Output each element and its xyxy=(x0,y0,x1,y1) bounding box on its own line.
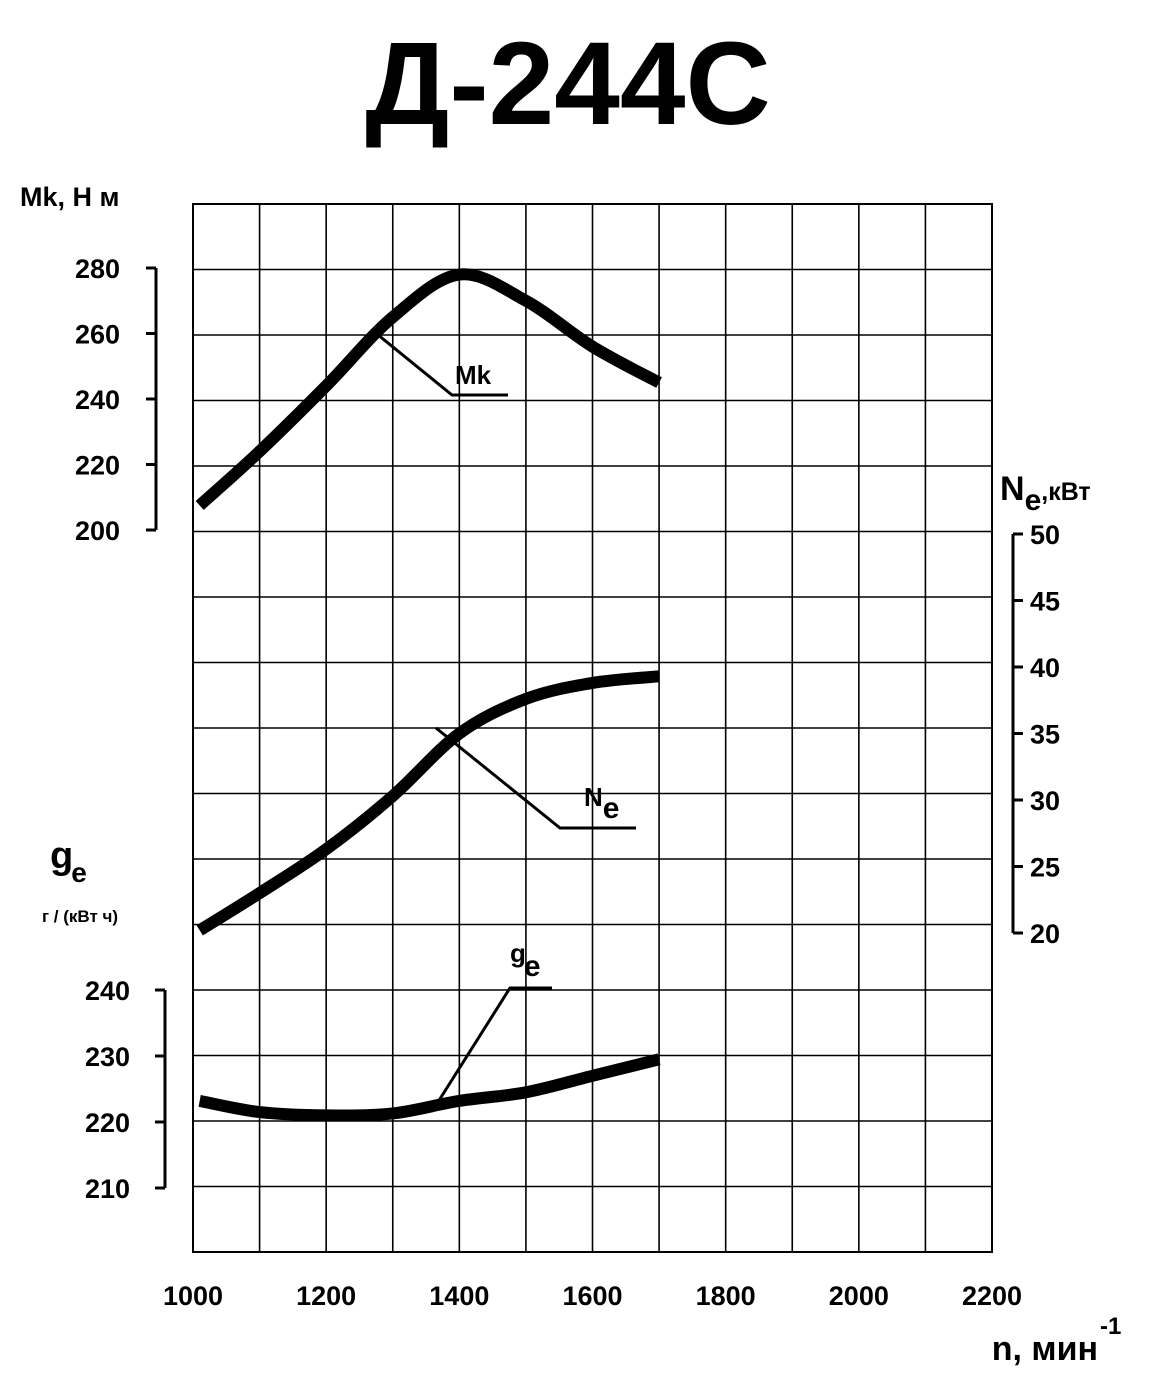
ge-axis: 210 220 230 240 xyxy=(85,976,167,1204)
chart-title: Д-244С xyxy=(365,18,770,150)
ne-axis: 20 25 30 35 40 45 50 xyxy=(1011,520,1060,949)
x-tick-label: 1600 xyxy=(562,1281,622,1311)
series-line-ne xyxy=(196,670,660,936)
series-label-ge-sub: e xyxy=(524,950,541,983)
chart-series xyxy=(195,268,662,1122)
mk-axis: 200 220 240 260 280 xyxy=(75,254,158,546)
ne-tick-label: 45 xyxy=(1030,587,1060,617)
mk-axis-label: Mk, Н м xyxy=(20,182,119,212)
ge-tick-label: 220 xyxy=(85,1108,130,1138)
chart-grid xyxy=(192,203,993,1253)
ge-axis-label-sub: e xyxy=(71,857,87,888)
series-leaders xyxy=(371,328,636,1103)
series-line-ge xyxy=(198,1053,661,1122)
mk-tick-label: 220 xyxy=(75,451,120,481)
x-tick-label: 1200 xyxy=(296,1281,356,1311)
mk-tick-label: 240 xyxy=(75,385,120,415)
mk-leader-line xyxy=(371,328,508,397)
ne-axis-label-main: N xyxy=(1000,470,1025,508)
x-tick-label: 1000 xyxy=(163,1281,223,1311)
ne-tick-label: 25 xyxy=(1030,853,1060,883)
series-label-ne-sub: e xyxy=(603,792,620,825)
x-axis-label-superscript: -1 xyxy=(1100,1313,1121,1340)
x-tick-label: 1400 xyxy=(429,1281,489,1311)
mk-tick-label: 280 xyxy=(75,254,120,284)
series-label-ne-main: N xyxy=(584,782,603,812)
x-axis-label: n, мин xyxy=(992,1330,1098,1368)
ne-tick-label: 30 xyxy=(1030,786,1060,816)
ne-tick-label: 50 xyxy=(1030,520,1060,550)
ne-tick-label: 20 xyxy=(1030,919,1060,949)
ge-axis-label-main: g xyxy=(50,835,73,877)
ge-tick-label: 210 xyxy=(85,1174,130,1204)
x-tick-label: 1800 xyxy=(696,1281,756,1311)
x-axis-ticks: 1000 1200 1400 1600 1800 2000 2200 xyxy=(163,1281,1022,1311)
series-label-ne: Ne xyxy=(584,782,619,825)
ne-axis-label-unit: ,кВт xyxy=(1041,478,1090,506)
ge-leader-line xyxy=(436,986,552,1103)
ge-axis-label: ge xyxy=(50,835,87,888)
x-tick-label: 2200 xyxy=(962,1281,1022,1311)
ne-tick-label: 35 xyxy=(1030,720,1060,750)
ge-tick-label: 230 xyxy=(85,1042,130,1072)
series-label-mk-main: Mk xyxy=(455,360,492,390)
mk-tick-label: 200 xyxy=(75,516,120,546)
series-label-mk: Mk xyxy=(455,360,492,390)
ge-tick-label: 240 xyxy=(85,976,130,1006)
ne-tick-label: 40 xyxy=(1030,653,1060,683)
series-label-ge-main: g xyxy=(510,938,526,968)
x-axis-label-text: n, мин xyxy=(992,1330,1098,1368)
series-label-ge: ge xyxy=(510,938,541,983)
x-tick-label: 2000 xyxy=(829,1281,889,1311)
ne-axis-label-sub: e xyxy=(1025,484,1042,517)
ge-axis-unit: г / (кВт ч) xyxy=(42,907,118,926)
mk-tick-label: 260 xyxy=(75,320,120,350)
ne-leader-line xyxy=(435,726,636,830)
series-line-mk xyxy=(195,268,662,510)
ne-axis-label: Ne,кВт xyxy=(1000,470,1091,517)
